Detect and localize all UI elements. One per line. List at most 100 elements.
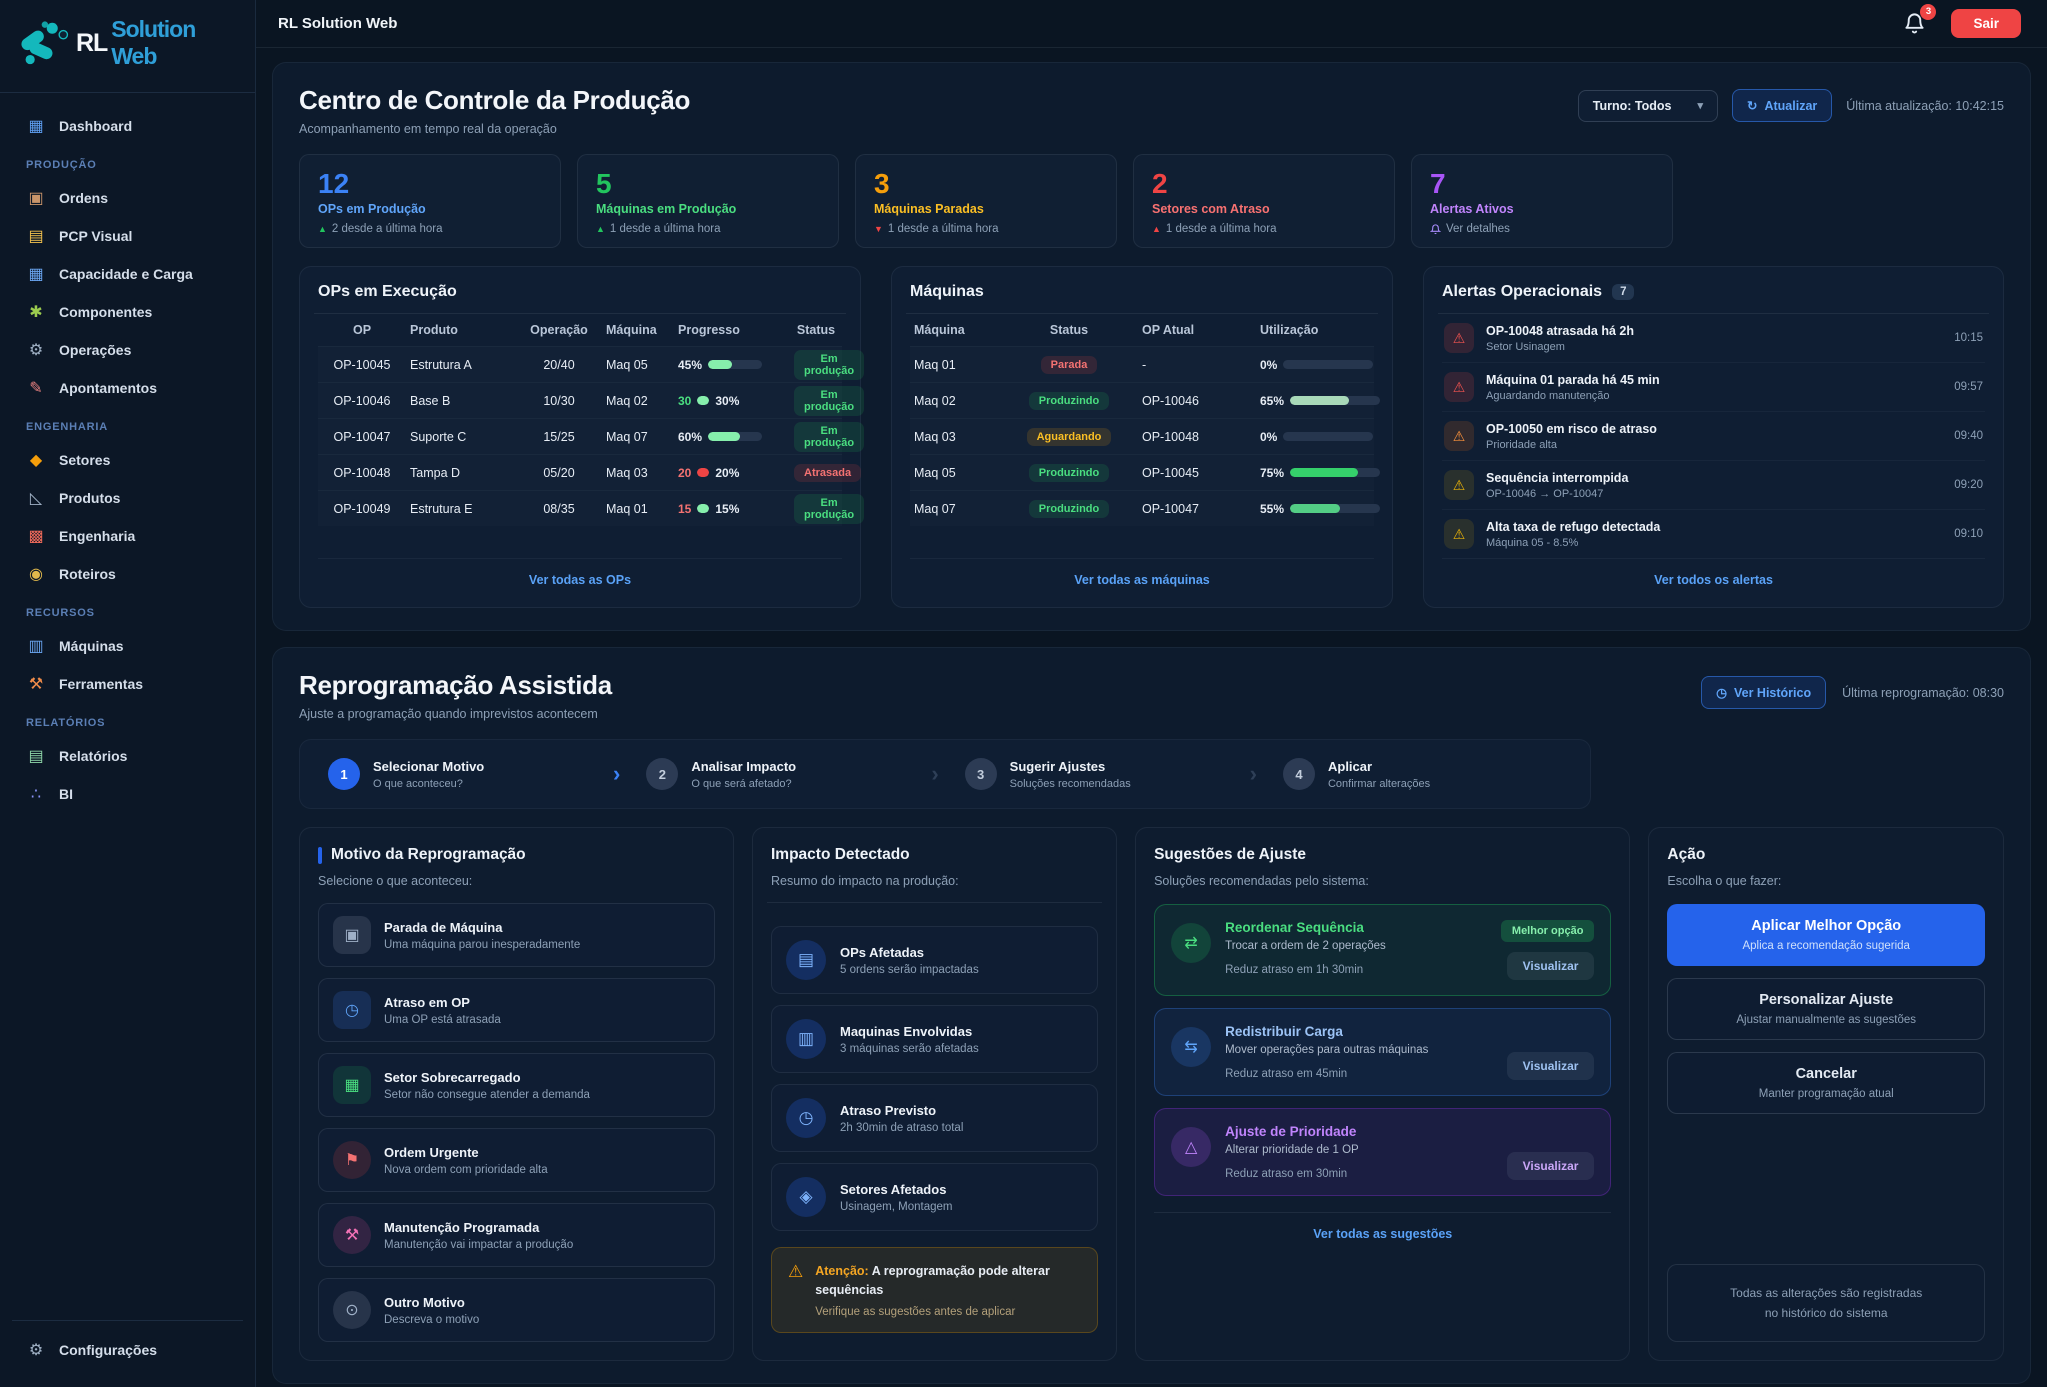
ver-todas-maquinas-link[interactable]: Ver todas as máquinas — [1074, 573, 1210, 588]
status-badge: Atrasada — [794, 463, 862, 482]
memo-icon: ✎ — [29, 380, 43, 397]
table-row: Maq 01 Parada - 0% — [910, 346, 1374, 382]
sidebar-item-engenharia[interactable]: ▩ Engenharia — [12, 517, 243, 555]
sidebar-item-relatorios[interactable]: ▤ Relatórios — [12, 737, 243, 775]
motivo-outro[interactable]: ⊙ Outro Motivo Descreva o motivo — [318, 1278, 715, 1343]
dashboard-icon: ▦ — [28, 118, 44, 135]
topbar: RL Solution Web 3 Sair — [256, 0, 2047, 48]
sidebar-divider — [0, 92, 255, 93]
ops-table-header: OP Produto Operação Máquina Progresso St… — [352, 323, 836, 338]
audit-note: Todas as alterações são registradas no h… — [1667, 1263, 1985, 1343]
sidebar-item-ordens[interactable]: ▣ Ordens — [12, 179, 243, 217]
cancelar-button[interactable]: Cancelar Manter programação atual — [1667, 1052, 1985, 1115]
sidebar-item-roteiros[interactable]: ◉ Roteiros — [12, 555, 243, 593]
sidebar-item-ferramentas[interactable]: ⚒ Ferramentas — [12, 665, 243, 703]
utilization-bar — [1290, 504, 1381, 514]
sugestao-reordenar-sequencia[interactable]: ⇄ Reordenar Sequência Trocar a ordem de … — [1154, 904, 1612, 997]
impacto-column: Impacto Detectado Resumo do impacto na p… — [751, 827, 1118, 1362]
sidebar-section-relatorios: RELATÓRIOS — [26, 717, 106, 729]
melhor-opcao-badge: Melhor opção — [1500, 920, 1595, 943]
logo-mark — [21, 21, 69, 65]
redistribute-icon: ⇆ — [1171, 1027, 1212, 1068]
title-accent-bar — [318, 846, 322, 864]
tag-icon: ◆ — [29, 452, 43, 469]
sidebar-item-produtos[interactable]: ◺ Produtos — [12, 479, 243, 517]
sectors-icon: ◈ — [785, 1177, 826, 1218]
motivo-atraso-op[interactable]: ◷ Atraso em OP Uma OP está atrasada — [318, 978, 715, 1043]
sidebar-item-setores[interactable]: ◆ Setores — [12, 441, 243, 479]
status-badge: Produzindo — [1028, 391, 1110, 410]
section-subtitle: Ajuste a programação quando imprevistos … — [299, 707, 598, 722]
refresh-button[interactable]: ↻ Atualizar — [1731, 89, 1833, 122]
step-sugerir-ajustes[interactable]: 3 Sugerir Ajustes Soluções recomendadas — [964, 758, 1244, 791]
overload-icon: ▦ — [333, 1066, 371, 1105]
step-analisar-impacto[interactable]: 2 Analisar Impacto O que será afetado? — [646, 758, 925, 791]
main-area: RL Solution Web 3 Sair Centro de Control… — [256, 0, 2047, 1387]
table-row: Maq 03 Aguardando OP-10048 0% — [910, 418, 1374, 454]
progress-bar — [697, 504, 710, 514]
status-badge: Em produção — [794, 349, 865, 380]
bell-icon — [1430, 224, 1441, 235]
visualizar-button[interactable]: Visualizar — [1506, 1052, 1595, 1081]
alert-item: ⚠ Máquina 01 parada há 45 min Aguardando… — [1442, 362, 1985, 411]
sidebar-item-capacidade-carga[interactable]: ▦ Capacidade e Carga — [12, 255, 243, 293]
up-arrow-icon: ▲ — [318, 224, 327, 235]
ver-historico-button[interactable]: ◷ Ver Histórico — [1701, 676, 1827, 710]
sugestao-redistribuir-carga[interactable]: ⇆ Redistribuir Carga Mover operações par… — [1154, 1008, 1612, 1097]
sidebar-item-pcp-visual[interactable]: ▤ PCP Visual — [12, 217, 243, 255]
motivo-manutencao-programada[interactable]: ⚒ Manutenção Programada Manutenção vai im… — [318, 1203, 715, 1268]
sidebar-item-bi[interactable]: ∴ BI — [12, 775, 243, 813]
content: Centro de Controle da Produção Acompanha… — [256, 48, 2047, 1387]
kpi-maquinas-paradas: 3 Máquinas Paradas ▼ 1 desde a última hor… — [855, 154, 1117, 249]
page-subtitle: Acompanhamento em tempo real da operação — [299, 122, 557, 136]
aplicar-melhor-opcao-button[interactable]: Aplicar Melhor Opção Aplica a recomendaç… — [1667, 904, 1985, 967]
impact-atraso-previsto: ◷ Atraso Previsto 2h 30min de atraso tota… — [770, 1084, 1099, 1153]
motivo-setor-sobrecarregado[interactable]: ▦ Setor Sobrecarregado Setor não consegue… — [318, 1053, 715, 1118]
ver-todas-sugestoes-link[interactable]: Ver todas as sugestões — [1313, 1227, 1453, 1242]
motivo-column: Motivo da Reprogramação Selecione o que … — [299, 827, 734, 1362]
alerts-count-badge: 7 — [1612, 284, 1635, 301]
maquinas-panel: Máquinas Máquina Status OP Atual Utiliza… — [891, 266, 1393, 609]
notifications-button[interactable]: 3 — [1903, 3, 1937, 37]
kpi-alertas-ativos: 7 Alertas Ativos Ver detalhes — [1411, 154, 1673, 249]
logout-button[interactable]: Sair — [1951, 9, 2021, 38]
progress-bar — [708, 432, 763, 442]
app-title: RL Solution Web — [278, 15, 398, 32]
report-icon: ▤ — [28, 748, 44, 765]
reprogramming-panel: Reprogramação Assistida Ajuste a program… — [272, 647, 2031, 1385]
visualizar-button[interactable]: Visualizar — [1506, 952, 1595, 981]
sidebar-item-operacoes[interactable]: ⚙ Operações — [12, 331, 243, 369]
sidebar-item-componentes[interactable]: ✱ Componentes — [12, 293, 243, 331]
ver-todas-ops-link[interactable]: Ver todas as OPs — [528, 573, 632, 588]
step-aplicar[interactable]: 4 Aplicar Confirmar alterações — [1282, 758, 1562, 791]
up-arrow-icon: ▲ — [1152, 224, 1161, 235]
sidebar-item-configuracoes[interactable]: ⚙ Configurações — [12, 1331, 243, 1369]
ver-todos-alertas-link[interactable]: Ver todos os alertas — [1654, 573, 1773, 588]
motivo-parada-maquina[interactable]: ▣ Parada de Máquina Uma máquina parou ine… — [318, 903, 715, 968]
step-selecionar-motivo[interactable]: 1 Selecionar Motivo O que aconteceu? — [328, 758, 607, 791]
sidebar-footer-divider — [12, 1320, 243, 1321]
table-row: OP-10047 Suporte C 15/25 Maq 07 60% Em p… — [318, 418, 865, 454]
motivo-ordem-urgente[interactable]: ⚑ Ordem Urgente Nova ordem com prioridade… — [318, 1128, 715, 1193]
impact-setores-afetados: ◈ Setores Afetados Usinagem, Montagem — [770, 1163, 1099, 1232]
sidebar-item-apontamentos[interactable]: ✎ Apontamentos — [12, 369, 243, 407]
kpi-maquinas-producao: 5 Máquinas em Produção ▲ 1 desde a última… — [577, 154, 839, 249]
visualizar-button[interactable]: Visualizar — [1506, 1152, 1595, 1181]
personalizar-ajuste-button[interactable]: Personalizar Ajuste Ajustar manualmente … — [1667, 978, 1985, 1041]
notifications-badge: 3 — [1920, 3, 1937, 20]
utilization-bar — [1290, 468, 1381, 478]
machine-stop-icon: ▣ — [333, 916, 371, 955]
sugestoes-column: Sugestões de Ajuste Soluções recomendada… — [1135, 827, 1631, 1362]
chevron-right-icon: › — [613, 761, 621, 787]
shift-select[interactable]: Turno: Todos ▾ — [1577, 89, 1718, 122]
sugestao-ajuste-prioridade[interactable]: △ Ajuste de Prioridade Alterar prioridad… — [1154, 1108, 1612, 1197]
alert-item: ⚠ OP-10048 atrasada há 2h Setor Usinagem… — [1442, 314, 1985, 362]
progress-bar — [708, 360, 763, 370]
alert-triangle-icon: ⚠ — [1444, 372, 1474, 403]
sidebar-item-maquinas[interactable]: ▥ Máquinas — [12, 627, 243, 665]
bell-icon — [1905, 12, 1925, 33]
ver-detalhes-link[interactable]: Ver detalhes — [1430, 223, 1654, 235]
other-icon: ⊙ — [333, 1291, 371, 1330]
sidebar-item-dashboard[interactable]: ▦ Dashboard — [12, 107, 243, 145]
